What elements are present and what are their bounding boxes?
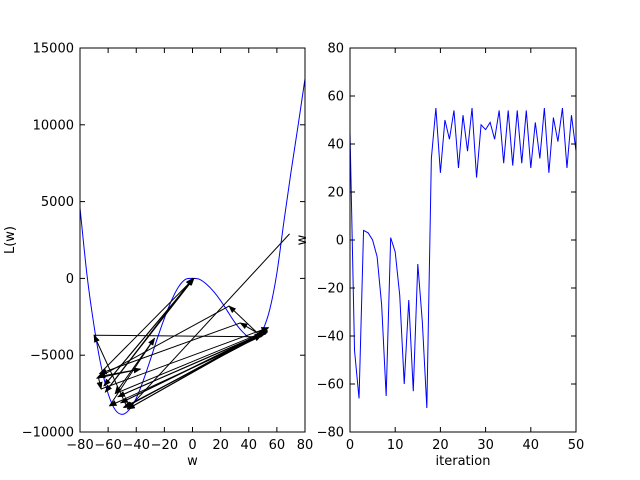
left-x-axis-label: w bbox=[187, 454, 198, 469]
descent-step-arrow bbox=[94, 333, 263, 340]
left-x-tick-label: 80 bbox=[297, 438, 314, 453]
descent-step-arrow bbox=[120, 331, 266, 404]
left-x-tick-label: 40 bbox=[240, 438, 257, 453]
left-y-tick-label: 10000 bbox=[33, 118, 74, 133]
right-ticks: 0 10 20 30 40 50 −80 −60 −40 −20 0 20 40 60 80 bbox=[317, 42, 585, 454]
w-trace-line bbox=[349, 107, 577, 409]
right-x-tick-label: 30 bbox=[477, 438, 494, 453]
left-y-tick-label: −5000 bbox=[30, 349, 74, 364]
descent-step-arrow bbox=[96, 376, 103, 390]
right-y-tick-label: −60 bbox=[317, 378, 344, 393]
right-y-tick-label: 0 bbox=[336, 234, 344, 249]
right-y-tick-label: 60 bbox=[327, 90, 344, 105]
descent-step-arrow bbox=[123, 334, 263, 408]
right-plot-area bbox=[350, 48, 576, 432]
right-x-axis-label: iteration bbox=[436, 454, 491, 469]
right-y-tick-label: −20 bbox=[317, 282, 344, 297]
descent-step-arrow bbox=[98, 322, 241, 375]
descent-step-arrow bbox=[114, 338, 155, 395]
right-x-tick-label: 0 bbox=[346, 438, 354, 453]
descent-step-arrow bbox=[114, 330, 268, 395]
left-y-tick-label: 15000 bbox=[33, 42, 74, 57]
descent-step-arrow bbox=[104, 277, 194, 393]
right-x-tick-label: 50 bbox=[568, 438, 585, 453]
descent-path-group bbox=[93, 233, 290, 410]
left-x-tick-label: −40 bbox=[123, 438, 150, 453]
right-y-tick-label: −80 bbox=[317, 426, 344, 441]
right-x-tick-label: 40 bbox=[523, 438, 540, 453]
right-y-tick-label: 20 bbox=[327, 186, 344, 201]
descent-step-arrow bbox=[100, 327, 270, 390]
left-x-tick-label: −60 bbox=[94, 438, 121, 453]
w-trace-group bbox=[349, 107, 577, 409]
descent-step-arrow bbox=[239, 322, 262, 336]
descent-step-arrow bbox=[127, 330, 267, 410]
left-y-tick-label: −10000 bbox=[22, 426, 74, 441]
left-x-tick-label: 20 bbox=[212, 438, 229, 453]
right-axes-frame bbox=[349, 47, 577, 433]
descent-step-arrow bbox=[127, 233, 290, 410]
right-y-tick-label: 40 bbox=[327, 138, 344, 153]
right-chart: 0 10 20 30 40 50 −80 −60 −40 −20 0 20 40 60 80 iterati… bbox=[295, 42, 584, 470]
right-x-tick-label: 10 bbox=[387, 438, 404, 453]
left-x-tick-label: 60 bbox=[269, 438, 286, 453]
left-x-tick-label: 0 bbox=[188, 438, 196, 453]
left-x-tick-label: −20 bbox=[151, 438, 178, 453]
descent-step-arrow bbox=[260, 328, 269, 336]
left-y-tick-label: 5000 bbox=[41, 195, 74, 210]
right-y-axis-label: w bbox=[295, 234, 310, 245]
left-chart: −80 −60 −40 −20 0 20 40 60 80 −10000 −5000 0 5000 100… bbox=[3, 42, 313, 470]
left-axes-frame bbox=[79, 47, 306, 433]
left-y-axis-label: L(w) bbox=[3, 226, 18, 254]
left-y-tick-label: 0 bbox=[66, 272, 74, 287]
left-ticks: −80 −60 −40 −20 0 20 40 60 80 −10000 −5000 0 5000 100… bbox=[22, 42, 314, 454]
descent-step-arrow bbox=[99, 277, 195, 374]
right-x-tick-label: 20 bbox=[432, 438, 449, 453]
right-y-tick-label: 80 bbox=[327, 42, 344, 57]
right-y-tick-label: −40 bbox=[317, 330, 344, 345]
left-x-tick-label: −80 bbox=[66, 438, 93, 453]
